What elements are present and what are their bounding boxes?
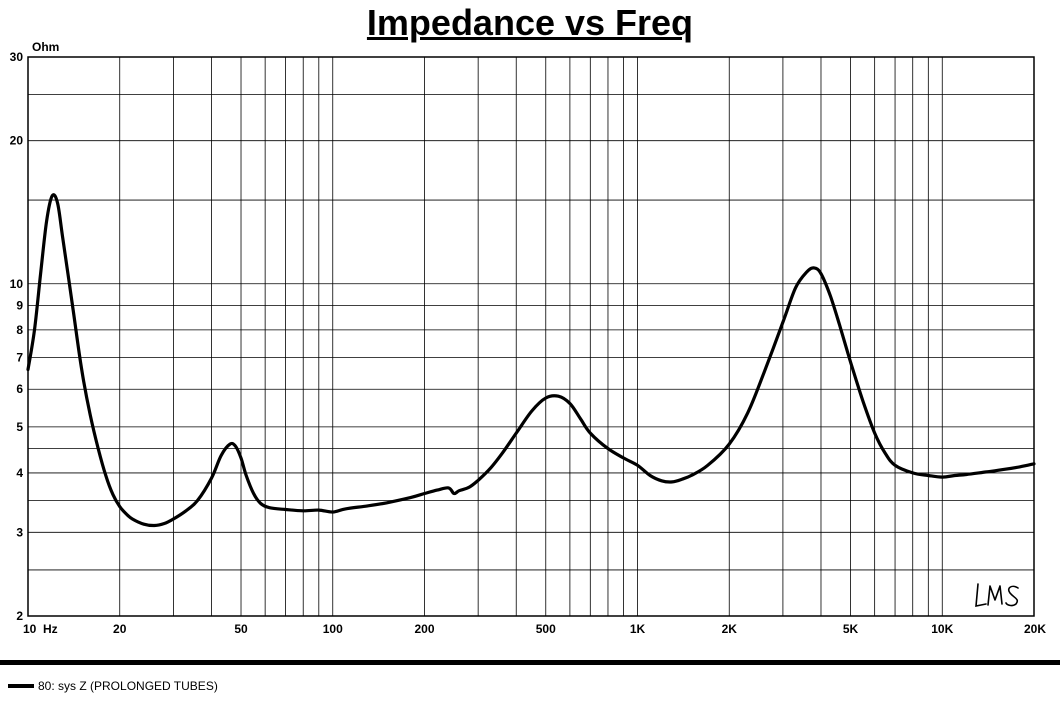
y-axis-unit-label: Ohm	[32, 40, 59, 54]
y-tick-label: 5	[16, 420, 23, 434]
x-tick-label: 500	[536, 622, 556, 636]
axis-ticks: 10 Hz 20 50 100 200 500 1K 2K 5K 10K 20K 2 3 4 5 6 7 8 9 10…	[10, 50, 1047, 636]
x-tick-label: 20K	[1024, 622, 1046, 636]
legend-divider	[0, 660, 1060, 665]
impedance-chart: 10 Hz 20 50 100 200 500 1K 2K 5K 10K 20K 2 3 4 5 6 7 8 9 10…	[10, 40, 1047, 636]
x-tick-label: 200	[414, 622, 434, 636]
y-tick-label: 9	[16, 299, 23, 313]
y-tick-label: 2	[16, 609, 23, 623]
x-tick-label: 5K	[843, 622, 859, 636]
x-tick-label: 10 Hz	[23, 622, 58, 636]
y-tick-label: 3	[16, 525, 23, 539]
y-tick-label: 7	[16, 350, 23, 364]
legend-swatch	[8, 684, 34, 688]
x-tick-label: 100	[323, 622, 343, 636]
x-tick-label: 20	[113, 622, 127, 636]
y-tick-label: 6	[16, 382, 23, 396]
legend-label: 80: sys Z (PROLONGED TUBES)	[38, 679, 218, 693]
x-tick-label: 2K	[722, 622, 738, 636]
y-tick-label: 30	[10, 50, 24, 64]
x-tick-label: 10K	[931, 622, 953, 636]
x-tick-label: 1K	[630, 622, 646, 636]
y-tick-label: 4	[16, 466, 23, 480]
y-tick-label: 10	[10, 277, 24, 291]
x-tick-label: 50	[234, 622, 248, 636]
y-tick-label: 20	[10, 134, 24, 148]
y-tick-label: 8	[16, 323, 23, 337]
chart-title: Impedance vs Freq	[366, 2, 694, 43]
legend: 80: sys Z (PROLONGED TUBES)	[8, 678, 218, 694]
series-line-impedance	[26, 193, 1036, 528]
plot-frame	[27, 56, 1035, 617]
lms-watermark-logo	[975, 583, 1019, 607]
grid-lines	[28, 57, 1034, 616]
